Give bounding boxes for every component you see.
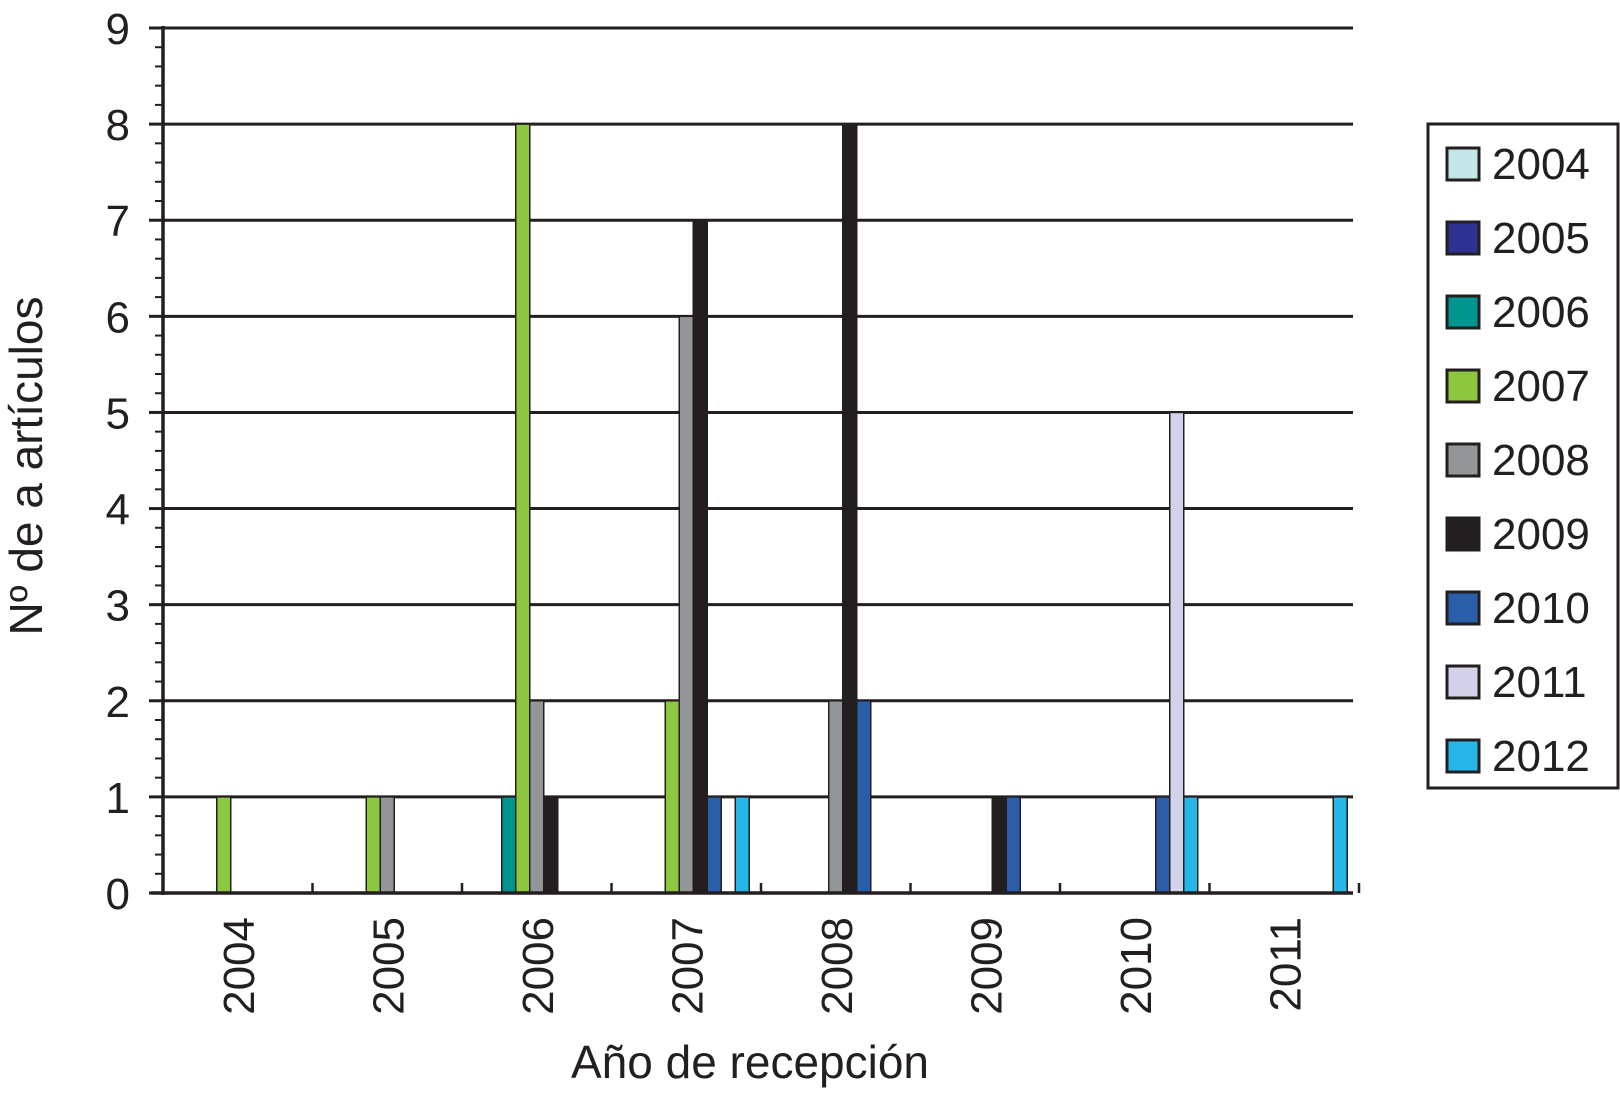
x-tick-label: 2010 (1112, 917, 1161, 1015)
legend-label: 2010 (1492, 584, 1590, 633)
bar-2007-series-2012 (734, 796, 750, 894)
bar-2007-series-2009 (692, 219, 708, 894)
y-tick-label: 7 (106, 197, 130, 246)
bar-2007-series-2008 (678, 315, 694, 894)
legend-swatch-2004 (1445, 146, 1481, 182)
bar-2006-series-2006 (501, 796, 517, 894)
y-axis-title: Nº de a artículos (0, 297, 52, 636)
bar-2008-series-2010 (856, 700, 872, 894)
y-tick-label: 9 (106, 5, 130, 54)
y-tick-label: 8 (106, 101, 130, 150)
bar-2008-series-2008 (828, 700, 844, 894)
x-tick-label: 2005 (364, 917, 413, 1015)
gridlines (163, 26, 1353, 799)
y-tick-label: 6 (106, 293, 130, 342)
y-tick-label: 1 (106, 774, 130, 823)
y-tick-label: 3 (106, 582, 130, 631)
bar-2005-series-2008 (379, 796, 395, 894)
x-axis-title: Año de recepción (571, 1036, 929, 1088)
y-tick-label: 5 (106, 389, 130, 438)
bar-2007-series-2007 (664, 700, 680, 894)
bar-2010-series-2012 (1183, 796, 1199, 894)
legend-label: 2004 (1492, 140, 1590, 189)
legend-label: 2012 (1492, 732, 1590, 781)
x-tick-label: 2007 (663, 917, 712, 1015)
legend-swatch-2005 (1445, 220, 1481, 256)
x-tick-label: 2004 (215, 917, 264, 1015)
x-tick-label: 2011 (1261, 917, 1310, 1012)
legend-swatch-2007 (1445, 368, 1481, 404)
bar-2006-series-2009 (543, 796, 559, 894)
bar-2007-series-2010 (706, 796, 722, 894)
bar-2004-series-2007 (216, 796, 232, 894)
bar-2008-series-2009 (842, 123, 858, 894)
bar-2010-series-2011 (1169, 411, 1185, 894)
legend: 2004 2005 2006 2007 2008 2009 2010 2011 2012 (1426, 122, 1620, 790)
legend-label: 2007 (1492, 362, 1590, 411)
y-tick-label: 4 (106, 486, 130, 535)
y-tick-label: 2 (106, 678, 130, 727)
axes (149, 26, 1361, 895)
bar-2010-series-2010 (1155, 796, 1171, 894)
legend-label: 2011 (1492, 658, 1587, 707)
bar-2005-series-2007 (365, 796, 381, 894)
legend-label: 2008 (1492, 436, 1590, 485)
y-tick-label: 0 (106, 870, 130, 919)
bar-2009-series-2010 (1005, 796, 1021, 894)
y-tick-labels: 0 1 2 3 4 5 6 7 8 9 (106, 5, 130, 919)
legend-swatch-2012 (1445, 738, 1481, 774)
legend-label: 2009 (1492, 510, 1590, 559)
x-tick-label: 2008 (813, 917, 862, 1015)
legend-swatch-2009 (1445, 516, 1481, 552)
legend-swatch-2010 (1445, 590, 1481, 626)
bar-2011-series-2012 (1332, 796, 1348, 894)
legend-label: 2006 (1492, 288, 1590, 337)
x-tick-label: 2009 (962, 917, 1011, 1015)
legend-swatch-2006 (1445, 294, 1481, 330)
bar-2009-series-2009 (991, 796, 1007, 894)
x-tick-label: 2006 (514, 917, 563, 1015)
x-tick-labels: 2004 2005 2006 2007 2008 2009 2010 2011 (215, 917, 1311, 1015)
bar-2006-series-2007 (515, 123, 531, 894)
bar-2006-series-2008 (529, 700, 545, 894)
legend-swatch-2011 (1445, 664, 1481, 700)
legend-label: 2005 (1492, 214, 1590, 263)
legend-swatch-2008 (1445, 442, 1481, 478)
